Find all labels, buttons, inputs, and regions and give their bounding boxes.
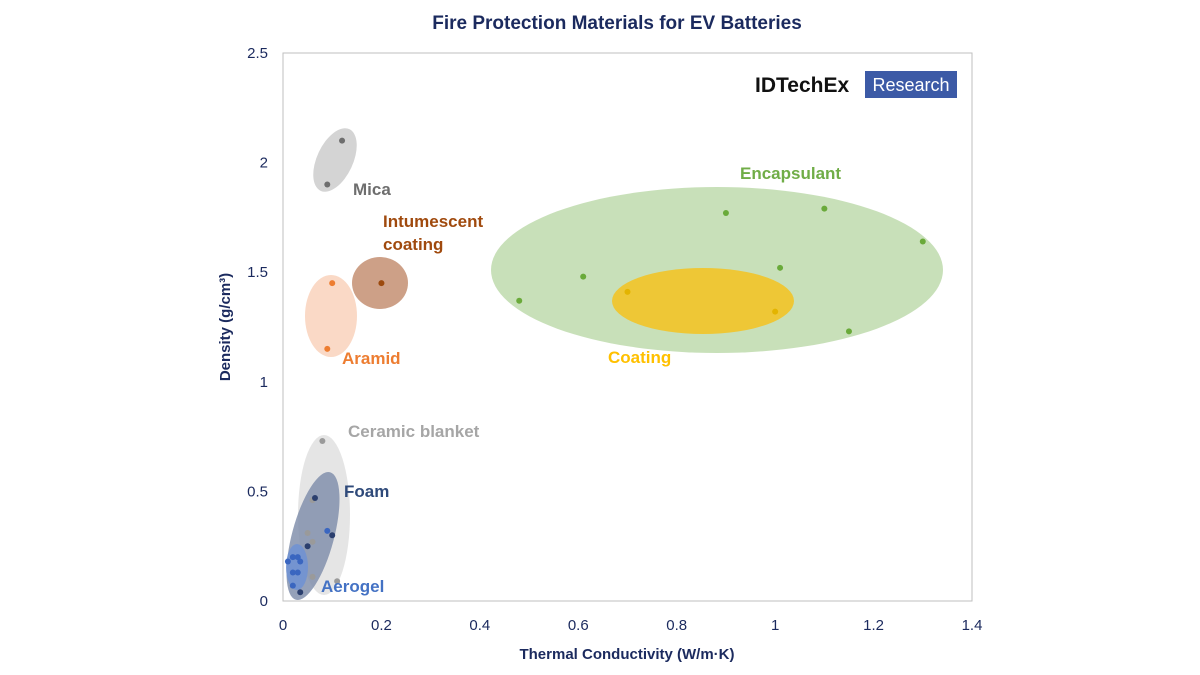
aramid-region xyxy=(305,275,357,357)
y-tick-label: 2 xyxy=(260,155,268,172)
encapsulant-point xyxy=(777,264,784,271)
foam-point xyxy=(329,532,336,539)
x-tick-label: 1 xyxy=(771,617,779,634)
mica-region xyxy=(313,128,357,192)
x-tick-label: 1.4 xyxy=(962,617,983,634)
coating-point xyxy=(772,308,779,315)
plot-area xyxy=(282,52,973,602)
coating-region xyxy=(612,268,794,334)
aramid-point xyxy=(329,280,336,287)
aerogel-point xyxy=(294,569,301,576)
x-tick-label: 0.6 xyxy=(568,617,589,634)
y-axis-label: Density (g/cm³) xyxy=(217,273,234,381)
ceramic-blanket-point xyxy=(319,437,326,444)
aramid-label: Aramid xyxy=(342,349,401,368)
ceramic-blanket-label: Ceramic blanket xyxy=(348,422,480,441)
encapsulant-point xyxy=(516,297,523,304)
chart-title: Fire Protection Materials for EV Batteri… xyxy=(432,13,802,34)
encapsulant-point xyxy=(821,205,828,212)
ceramic-blanket-point xyxy=(334,578,341,585)
logo-research-text: Research xyxy=(872,75,949,95)
intumescent-coating-point xyxy=(378,280,385,287)
x-tick-label: 1.2 xyxy=(863,617,884,634)
intumescent-coating-label: Intumescent coating xyxy=(383,212,483,254)
ceramic-blanket-point xyxy=(309,573,316,580)
foam-point xyxy=(297,589,304,596)
encapsulant-point xyxy=(845,328,852,335)
ceramic-blanket-point xyxy=(309,538,316,545)
foam-point xyxy=(311,494,318,501)
aerogel-point xyxy=(284,558,291,565)
x-axis-label: Thermal Conductivity (W/m·K) xyxy=(519,646,734,663)
y-tick-label: 0 xyxy=(260,593,268,610)
x-tick-label: 0.2 xyxy=(371,617,392,634)
x-tick-label: 0.4 xyxy=(469,617,490,634)
y-tick-label: 1 xyxy=(260,374,268,391)
encapsulant-point xyxy=(919,238,926,245)
encapsulant-label: Encapsulant xyxy=(740,164,841,183)
y-tick-label: 0.5 xyxy=(247,483,268,500)
logo-text: IDTechEx xyxy=(755,74,849,97)
idtechex-logo: IDTechEx Research xyxy=(755,71,957,98)
foam-label: Foam xyxy=(344,482,389,501)
x-tick-label: 0.8 xyxy=(666,617,687,634)
mica-label: Mica xyxy=(353,180,391,199)
encapsulant-point xyxy=(580,273,587,280)
mica-point xyxy=(339,137,346,144)
encapsulant-point xyxy=(722,210,729,217)
aerogel-label: Aerogel xyxy=(321,577,384,596)
y-tick-label: 1.5 xyxy=(247,264,268,281)
aerogel-point xyxy=(324,527,331,534)
aerogel-point xyxy=(294,554,301,561)
aerogel-region xyxy=(286,544,308,590)
foam-point xyxy=(304,543,311,550)
aerogel-point xyxy=(289,554,296,561)
aramid-point xyxy=(324,345,331,352)
y-tick-label: 2.5 xyxy=(247,45,268,62)
aerogel-point xyxy=(289,569,296,576)
ceramic-blanket-point xyxy=(304,530,311,537)
aerogel-point xyxy=(289,582,296,589)
mica-point xyxy=(324,181,331,188)
aerogel-point xyxy=(297,558,304,565)
logo-box xyxy=(865,71,957,98)
x-tick-label: 0 xyxy=(279,617,287,634)
coating-label: Coating xyxy=(608,348,671,367)
coating-point xyxy=(624,288,631,295)
